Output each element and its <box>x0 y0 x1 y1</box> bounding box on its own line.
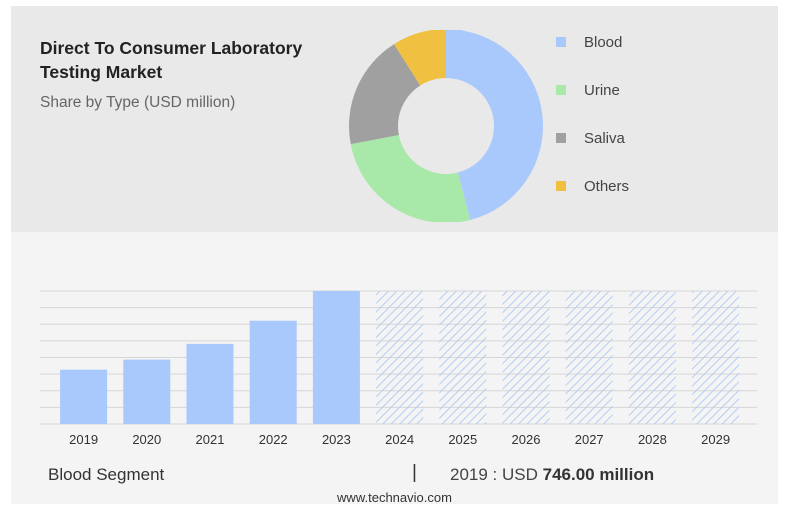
legend: Blood Urine Saliva Others <box>556 18 629 210</box>
segment-value-amount: 746.00 million <box>542 465 655 484</box>
donut-slice-blood <box>446 30 544 220</box>
legend-item-others: Others <box>556 162 629 210</box>
donut-chart <box>349 30 544 222</box>
segment-label: Blood Segment <box>48 465 165 484</box>
bar-2022 <box>249 320 297 424</box>
bar-chart <box>60 291 740 424</box>
forecast-bar-2026 <box>502 291 550 424</box>
legend-label: Urine <box>584 81 620 99</box>
x-tick-label: 2023 <box>322 432 351 447</box>
legend-item-blood: Blood <box>556 18 629 66</box>
x-tick-label: 2022 <box>259 432 288 447</box>
x-tick-label: 2026 <box>512 432 541 447</box>
x-tick-label: 2029 <box>701 432 730 447</box>
forecast-bar-2025 <box>439 291 487 424</box>
chart-title: Direct To Consumer Laboratory Testing Ma… <box>40 38 303 82</box>
legend-swatch <box>556 37 566 47</box>
forecast-bar-2027 <box>565 291 613 424</box>
footer-separator: | <box>412 462 417 483</box>
x-tick-label: 2020 <box>132 432 161 447</box>
legend-item-urine: Urine <box>556 66 629 114</box>
donut-slice-saliva <box>349 44 421 145</box>
bar-2021 <box>186 343 234 424</box>
legend-swatch <box>556 85 566 95</box>
x-axis-ticks: 2019 2020 2021 2022 2023 2024 2025 2026 2027 2028… <box>69 432 730 447</box>
x-tick-label: 2024 <box>385 432 414 447</box>
x-tick-label: 2021 <box>196 432 225 447</box>
x-tick-label: 2025 <box>448 432 477 447</box>
x-tick-label: 2019 <box>69 432 98 447</box>
donut-slice-urine <box>350 134 471 222</box>
forecast-bar-2029 <box>692 291 740 424</box>
legend-label: Saliva <box>584 129 625 147</box>
chart-subtitle: Share by Type (USD million) <box>40 94 236 111</box>
x-tick-label: 2028 <box>638 432 667 447</box>
legend-item-saliva: Saliva <box>556 114 629 162</box>
legend-label: Blood <box>584 33 623 51</box>
x-tick-label: 2027 <box>575 432 604 447</box>
source-link[interactable]: www.technavio.com <box>337 490 452 505</box>
legend-label: Others <box>584 177 630 195</box>
segment-value-prefix: 2019 : USD <box>450 465 538 484</box>
forecast-bar-2028 <box>628 291 676 424</box>
bar-2019 <box>60 369 108 424</box>
bar-2020 <box>123 359 171 424</box>
legend-swatch <box>556 181 566 191</box>
donut-slice-others <box>394 30 446 86</box>
bar-2023 <box>312 291 360 424</box>
legend-swatch <box>556 133 566 143</box>
segment-value: 2019 : USD 746.00 million <box>450 465 654 485</box>
forecast-bar-2024 <box>376 291 424 424</box>
